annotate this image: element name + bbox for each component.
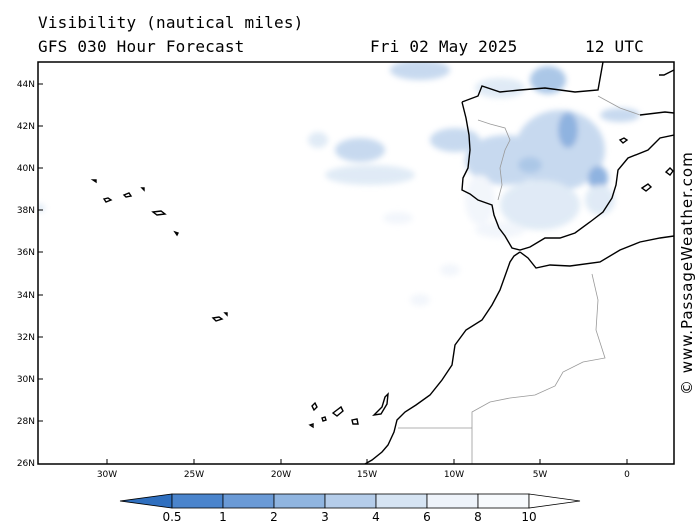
colorbar-high-arrow [528, 493, 581, 509]
lat-labels: 44N 42N 40N 38N 36N 34N 32N 30N 28N 26N [17, 80, 35, 469]
lat-label-32n: 32N [17, 333, 35, 343]
colorbar-bin [426, 493, 479, 509]
map-title: Visibility (nautical miles) [38, 13, 304, 32]
north-africa-coast [519, 235, 674, 269]
lon-labels: 30W 25W 20W 15W 10W 5W 0 [97, 470, 630, 480]
colorbar-label: 4 [372, 510, 380, 524]
lat-label-42n: 42N [17, 122, 35, 132]
lon-ticks [106, 459, 628, 464]
colorbar-label: 1 [219, 510, 227, 524]
colorbar-label: 0.5 [162, 510, 181, 524]
lat-label-44n: 44N [17, 80, 35, 90]
colorbar-bin [324, 493, 377, 509]
colorbar-bin [171, 493, 224, 509]
colorbar-label: 6 [423, 510, 431, 524]
morocco-coast [364, 251, 521, 464]
lon-label-0: 0 [624, 470, 630, 480]
colorbar [119, 493, 581, 509]
visibility-shading [38, 62, 640, 306]
colorbar-label: 8 [474, 510, 482, 524]
colorbar-bin [273, 493, 326, 509]
colorbar-label: 2 [270, 510, 278, 524]
forecast-date: Fri 02 May 2025 [370, 37, 518, 56]
colorbar-bin [477, 493, 530, 509]
lon-label-20w: 20W [271, 470, 291, 480]
colorbar-label: 10 [521, 510, 536, 524]
colorbar-low-arrow [119, 493, 173, 509]
lat-label-38n: 38N [17, 206, 35, 216]
colorbar-label: 3 [321, 510, 329, 524]
lat-label-40n: 40N [17, 164, 35, 174]
lat-label-34n: 34N [17, 291, 35, 301]
coastlines [90, 62, 674, 464]
lat-label-30n: 30N [17, 375, 35, 385]
lon-label-15w: 15W [357, 470, 377, 480]
forecast-time: 12 UTC [585, 37, 644, 56]
borders [398, 95, 641, 464]
colorbar-bin [375, 493, 428, 509]
colorbar-bin [222, 493, 275, 509]
colorbar-labels: 0.5 1 2 3 4 6 8 10 [162, 510, 536, 524]
lat-label-36n: 36N [17, 248, 35, 258]
lon-label-5w: 5W [533, 470, 548, 480]
iberia-coast [461, 62, 674, 251]
forecast-label: GFS 030 Hour Forecast [38, 37, 245, 56]
lon-label-30w: 30W [97, 470, 117, 480]
lat-label-26n: 26N [17, 459, 35, 469]
lon-label-25w: 25W [184, 470, 204, 480]
map-frame [37, 61, 675, 465]
lat-label-28n: 28N [17, 417, 35, 427]
lat-ticks [38, 83, 43, 422]
lon-label-10w: 10W [444, 470, 464, 480]
